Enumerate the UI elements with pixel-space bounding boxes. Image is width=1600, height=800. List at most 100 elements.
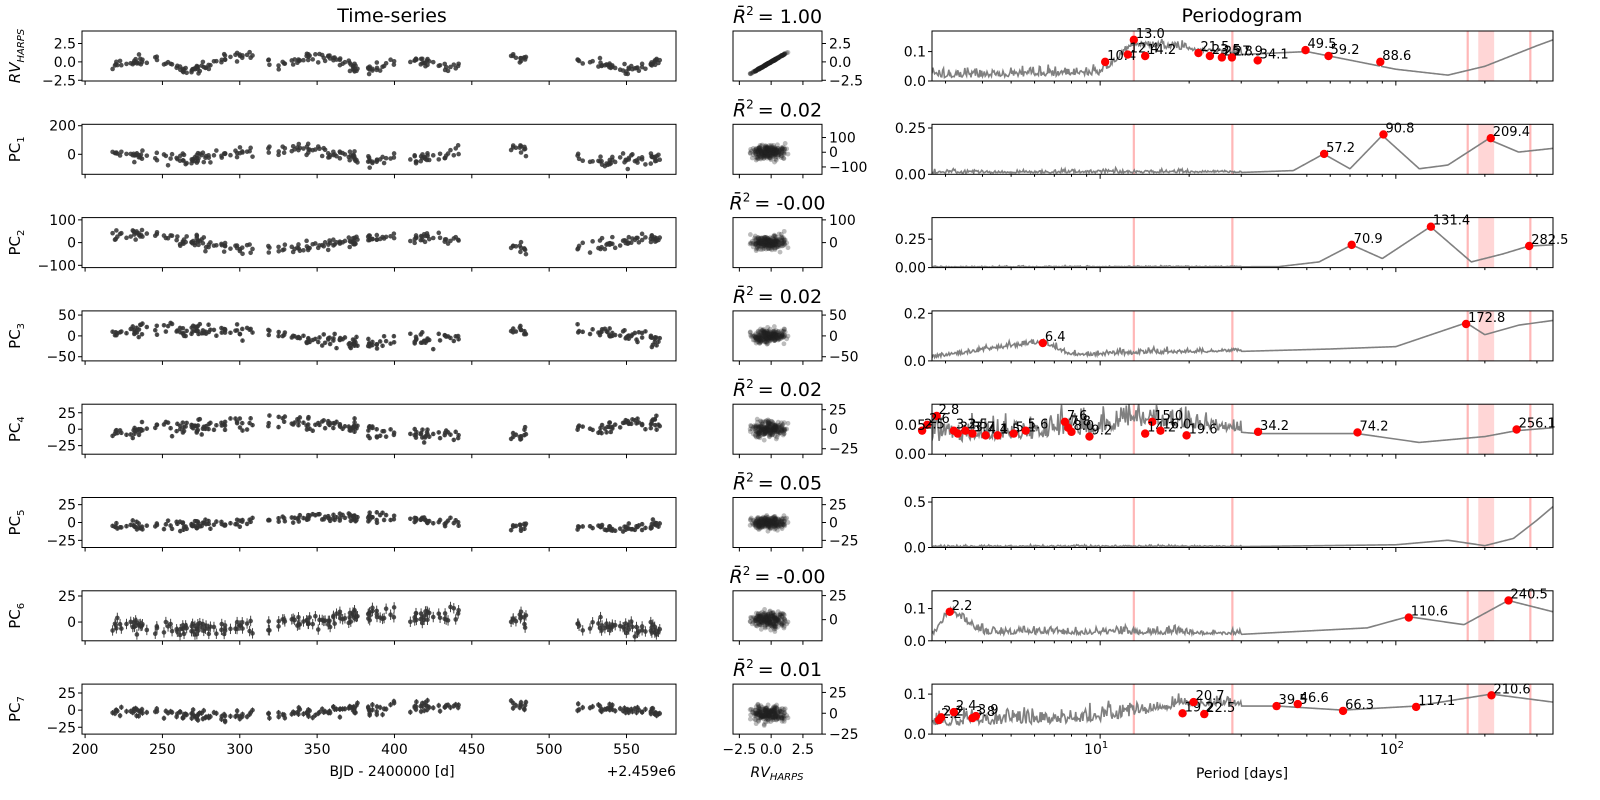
timeseries-point [233,52,238,58]
timeseries-point [347,149,353,154]
scatter-point [758,149,764,155]
timeseries-point [523,251,529,257]
scatter-point [770,150,776,156]
scatter-point [758,149,764,154]
timeseries-point [522,427,527,433]
r2-value: = 0.05 [758,473,822,495]
scatter-point [770,147,776,153]
scatter-points [747,141,791,165]
scatter-point [764,62,770,67]
timeseries-point [297,512,303,518]
scatter-point [756,66,761,72]
scatter-point [767,60,773,66]
scatter-point [756,153,762,159]
timeseries-point [219,59,224,65]
timeseries-point [301,57,306,63]
timeseries-point [635,339,640,345]
scatter-point [753,248,759,254]
timeseries-point [276,519,282,524]
scatter-point [759,65,765,70]
r2-symbol: R̄ [733,97,746,121]
timeseries-point [154,422,160,428]
timeseries-point [383,434,389,439]
scatter-point [775,55,781,61]
periodogram-peak-label: 12.4 [1130,42,1159,57]
timeseries-title: Time-series [336,5,447,27]
scatter-point [753,68,759,73]
timeseries-point [327,341,333,347]
timeseries-point [510,430,516,436]
periodogram-peak-label: 74.2 [1360,419,1389,434]
scatter-point [779,53,785,58]
timeseries-point [412,153,417,158]
scatter-point [748,71,754,77]
timeseries-point [436,611,442,616]
timeseries-point [313,241,318,246]
scatter-point [772,57,778,63]
scatter-point [769,58,774,64]
timeseries-point [174,237,179,243]
timeseries-point [201,235,207,240]
scatter-point [765,61,770,67]
periodogram-ytick-label: 0.0 [904,354,926,370]
timeseries-point [296,419,302,424]
timeseries-point [374,517,379,523]
r2-title: R̄2 = 0.05 [733,470,822,494]
scatter-point [766,61,771,66]
scatter-point [777,53,783,59]
timeseries-point [421,231,427,237]
scatter-point [781,51,787,57]
row-ylabel: RVHARPS [6,28,27,83]
scatter-point [779,150,785,155]
timeseries-point [598,614,603,620]
timeseries-point [214,519,219,524]
timeseries-point [650,417,656,422]
scatter-point [769,147,775,153]
row-ylabel-main: RV [6,61,24,83]
timeseries-point [448,238,453,244]
timeseries-point [292,57,297,62]
scatter-point [753,68,759,74]
timeseries-point [383,338,389,344]
scatter-point [779,420,784,426]
scatter-point [747,329,753,335]
timeseries-point [194,232,200,238]
scatter-point [776,54,782,60]
scatter-point [772,147,778,152]
timeseries-point [321,332,327,337]
scatter-point [763,143,769,149]
timeseries-point [296,335,302,340]
timeseries-point [388,517,393,523]
scatter-point [773,56,779,62]
timeseries-point [354,426,359,431]
scatter-point [750,146,756,151]
scatter-point [747,429,753,434]
timeseries-ytick-label: −25 [46,439,76,455]
r2-exponent: 2 [746,377,754,391]
scatter-point [757,154,763,159]
timeseries-point [607,420,612,426]
timeseries-point [352,343,357,349]
scatter-point [762,62,768,68]
scatter-point [767,60,773,66]
timeseries-point [219,420,224,426]
timeseries-point [326,515,331,521]
timeseries-point [315,627,321,632]
scatter-point [759,151,764,157]
scatter-point [765,61,771,66]
timeseries-point [228,416,233,421]
timeseries-point [421,60,427,66]
timeseries-point [354,234,359,240]
timeseries-point [168,156,173,161]
row-ylabel-sub: 7 [16,696,27,702]
timeseries-point [177,153,183,159]
timeseries-point [605,329,610,335]
timeseries-point [211,427,217,433]
scatter-point [762,63,768,68]
scatter-point [781,155,786,161]
periodogram-peak-label: 6.4 [1045,330,1066,345]
timeseries-point [421,515,427,520]
timeseries-point [657,57,663,63]
scatter-point [775,150,781,156]
scatter-point [762,62,768,68]
